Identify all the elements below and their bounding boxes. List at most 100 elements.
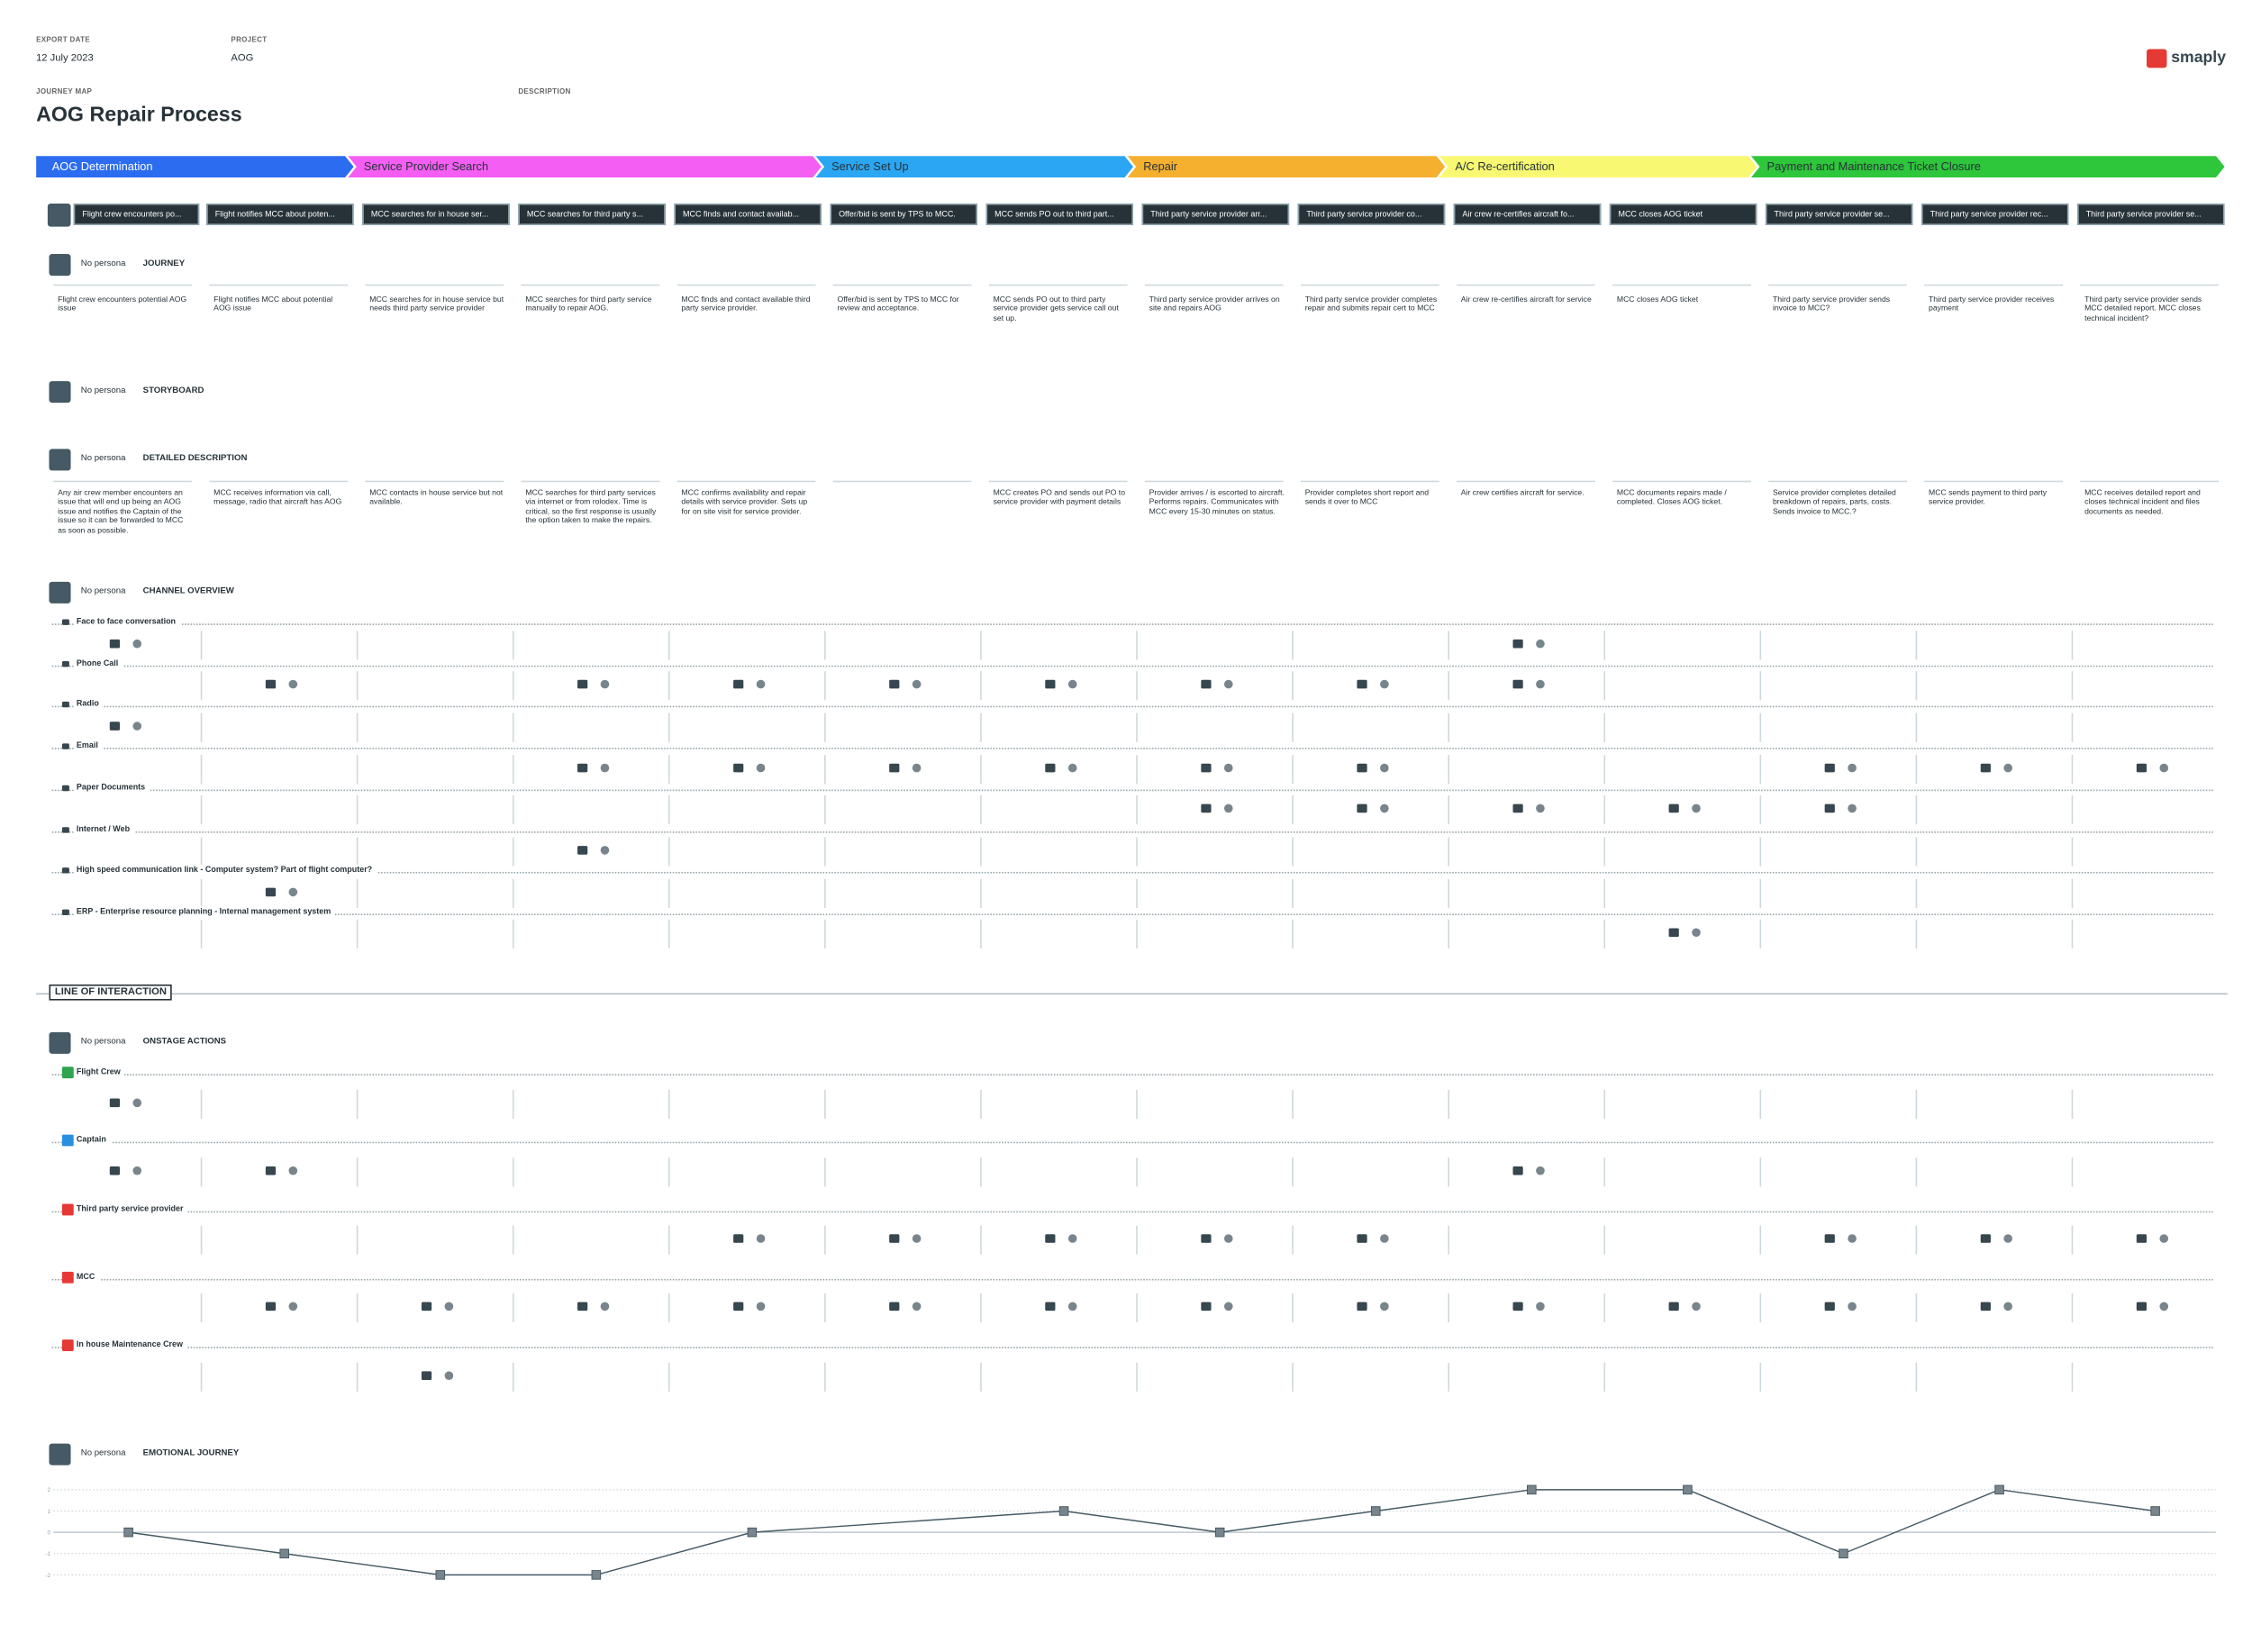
count-dot [1848,763,1857,772]
step: MCC closes AOG ticket [1609,203,1757,225]
step: Offer/bid is sent by TPS to MCC. [830,203,977,225]
channel-icon [1512,639,1523,648]
step: Third party service provider se... [1765,203,1913,225]
count-dot [288,887,298,896]
section-title: ONSTAGE ACTIONS [142,1038,227,1047]
description-text: MCC receives information via call, messa… [213,489,342,508]
description-text: MCC receives detailed report and closes … [2084,489,2201,517]
column-separator [2071,1293,2074,1323]
count-dot [288,680,298,689]
actor-icon [733,1303,744,1312]
column-separator [824,713,826,742]
emotion-line [1687,1489,1844,1555]
channel-icon [61,909,69,915]
actor-icon [2136,1303,2148,1312]
actor-icon [1045,1234,1056,1243]
count-dot [1067,680,1077,689]
emotion-point [1214,1527,1225,1538]
channel-icon [61,702,69,708]
actor-icon [421,1370,432,1380]
divider [1144,480,1284,483]
persona: No persona [80,386,126,396]
column-separator [667,630,670,659]
column-separator [1915,1362,1918,1392]
emotion-point [279,1548,289,1559]
divider [53,284,193,286]
count-dot [1536,639,1545,648]
divider [832,284,972,286]
column-separator [1292,1293,1294,1323]
column-separator [667,920,670,949]
persona-avatar [49,254,71,277]
description-text: MCC searches for third party services vi… [525,489,657,526]
description-text: Air crew certifies aircraft for service. [1460,489,1585,498]
column-separator [512,671,514,701]
column-separator [1915,671,1918,701]
column-separator [824,1157,826,1186]
emotion-point [123,1527,133,1538]
column-separator [1603,1293,1606,1323]
column-separator [512,795,514,825]
section-title: JOURNEY [142,259,186,269]
column-separator [1448,837,1449,867]
divider [677,480,816,483]
column-separator [1292,837,1294,867]
column-separator [1759,671,1762,701]
divider [521,480,660,483]
phase: Repair [1128,156,1446,177]
persona-avatar [49,449,71,471]
divider [1456,480,1595,483]
column-separator [1292,671,1294,701]
actor-badge [61,1135,74,1147]
emotion-point [2150,1506,2160,1516]
map-label: JOURNEY MAP [36,87,93,97]
column-separator [1603,754,1606,784]
journey-text: MCC finds and contact available third pa… [681,295,811,314]
actor-icon [109,1097,121,1107]
y-tick-label: -1 [45,1551,50,1557]
column-separator [512,713,514,742]
column-separator [824,1225,826,1255]
count-dot [2159,1234,2169,1243]
journey-text: Offer/bid is sent by TPS to MCC for revi… [837,295,959,314]
step: Flight notifies MCC about poten... [206,203,354,225]
count-dot [1067,1234,1077,1243]
column-separator [1136,1362,1138,1392]
actor-badge [61,1203,74,1215]
column-separator [667,1362,670,1392]
description-text: MCC sends payment to third party service… [1929,489,2048,508]
column-separator [1292,754,1294,784]
column-separator [1136,795,1138,825]
channel-icon [1201,680,1212,689]
journey-text: MCC closes AOG ticket [1616,295,1699,305]
journey-text: Third party service provider arrives on … [1149,295,1280,314]
count-dot [1536,1166,1545,1175]
row-line [51,913,2213,915]
divider [2080,480,2220,483]
column-separator [1915,920,1918,949]
count-dot [912,1303,922,1312]
column-separator [512,1362,514,1392]
column-separator [980,754,982,784]
column-separator [1759,1225,1762,1255]
column-separator [200,713,203,742]
count-dot [1223,763,1233,772]
channel-icon [61,826,69,832]
column-separator [2071,837,2074,867]
project: AOG [231,53,254,64]
column-separator [1136,1225,1138,1255]
column-separator [1448,878,1449,908]
channel-icon [1357,763,1367,772]
count-dot [1536,680,1545,689]
column-separator [980,671,982,701]
emotion-line [128,1531,285,1555]
channel-name: Internet / Web [73,823,134,836]
column-separator [824,837,826,867]
actor-icon [265,1166,277,1175]
column-separator [2071,1157,2074,1186]
channel-name: Phone Call [73,658,123,670]
row-line [51,1142,2213,1144]
count-dot [444,1370,454,1380]
column-separator [1759,878,1762,908]
